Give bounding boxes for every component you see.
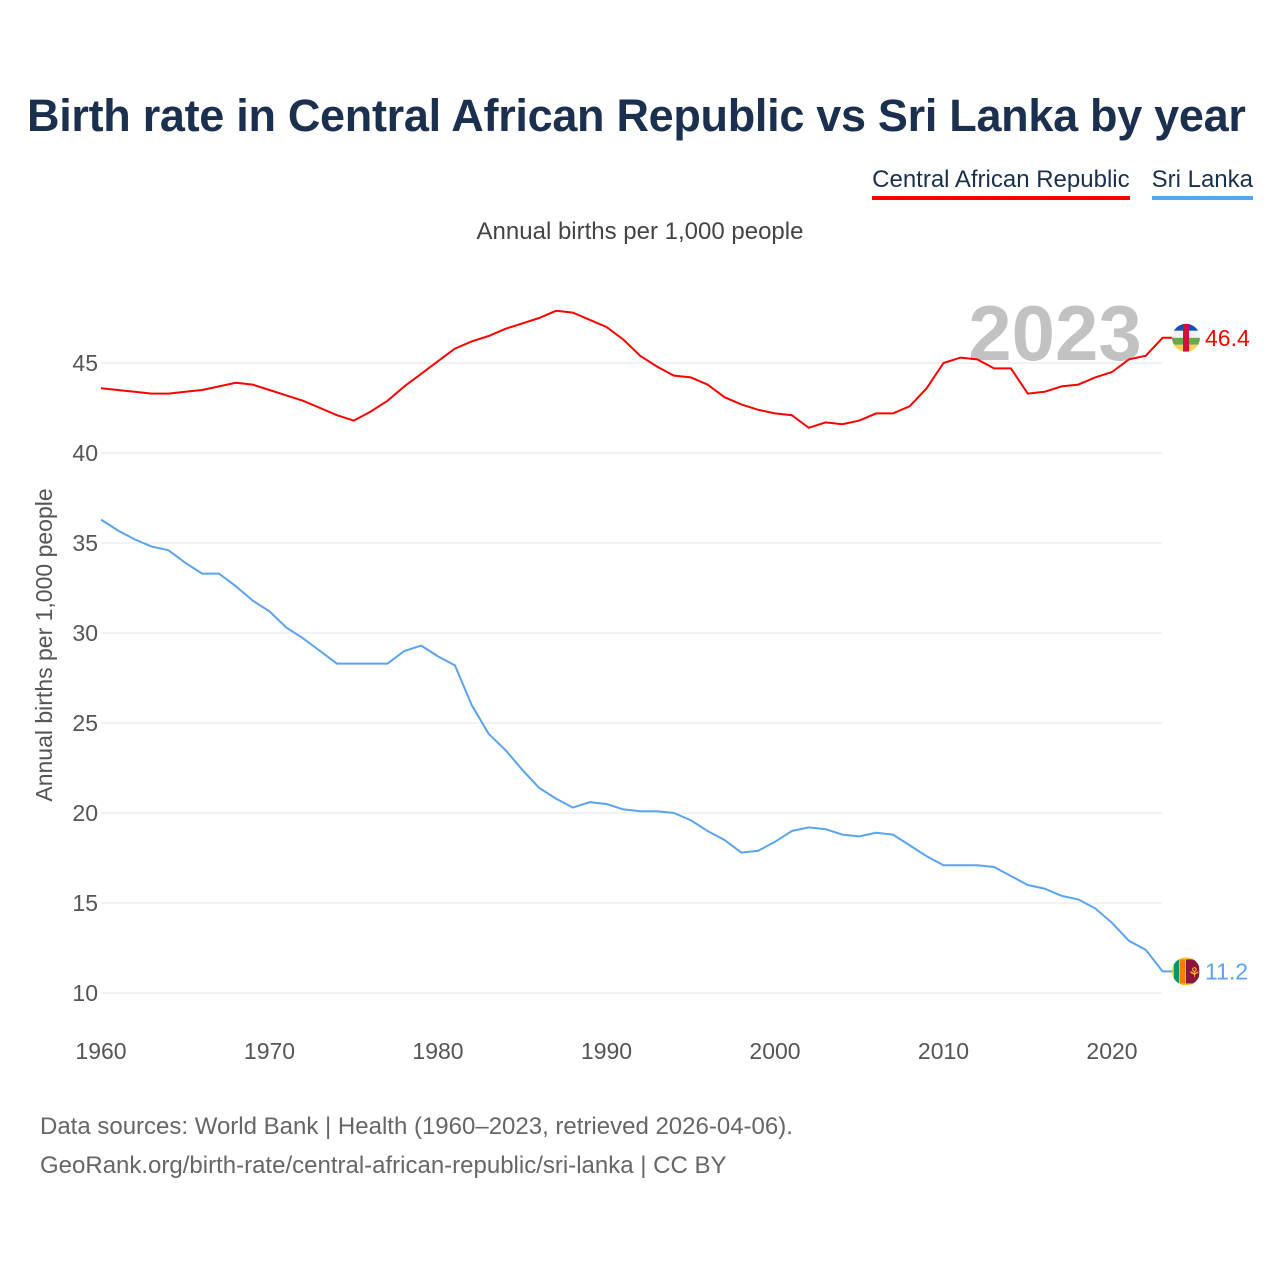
legend-item-sri-lanka[interactable]: Sri Lanka	[1151, 166, 1253, 200]
y-axis-label: Annual births per 1,000 people	[31, 488, 57, 801]
x-tick-label: 1970	[244, 1038, 295, 1064]
source-line-1: Data sources: World Bank | Health (1960–…	[40, 1113, 793, 1140]
legend-item-car[interactable]: Central African Republic	[872, 166, 1130, 200]
x-tick-label: 1990	[581, 1038, 632, 1064]
svg-text:⚘: ⚘	[1188, 964, 1201, 980]
end-value-label: 46.4	[1205, 325, 1250, 351]
source-line-2[interactable]: GeoRank.org/birth-rate/central-african-r…	[40, 1152, 727, 1179]
series-line-sri-lanka	[100, 518, 1175, 973]
x-tick-label: 1960	[75, 1038, 126, 1064]
x-tick-label: 2020	[1086, 1038, 1137, 1064]
chart-title: Birth rate in Central African Republic v…	[27, 90, 1246, 141]
y-tick-label: 30	[72, 620, 98, 646]
y-tick-label: 15	[72, 890, 98, 916]
chart-subtitle: Annual births per 1,000 people	[476, 218, 804, 245]
x-tick-label: 2010	[918, 1038, 969, 1064]
x-tick-label: 2000	[749, 1038, 800, 1064]
legend: Central African Republic Sri Lanka	[872, 166, 1253, 200]
y-tick-label: 25	[72, 710, 98, 736]
car-flag-icon	[1172, 323, 1200, 352]
y-tick-label: 20	[72, 800, 98, 826]
series-line-car	[100, 309, 1175, 429]
y-tick-label: 10	[72, 980, 98, 1006]
sri-lanka-flag-icon: ⚘	[1172, 957, 1201, 986]
source-note: Data sources: World Bank | Health (1960–…	[40, 1107, 793, 1185]
year-overlay: 2023	[968, 289, 1142, 377]
end-value-label: 11.2	[1205, 958, 1248, 984]
y-tick-label: 40	[72, 440, 98, 466]
x-tick-label: 1980	[412, 1038, 463, 1064]
y-tick-label: 35	[72, 530, 98, 556]
y-tick-label: 45	[72, 350, 98, 376]
